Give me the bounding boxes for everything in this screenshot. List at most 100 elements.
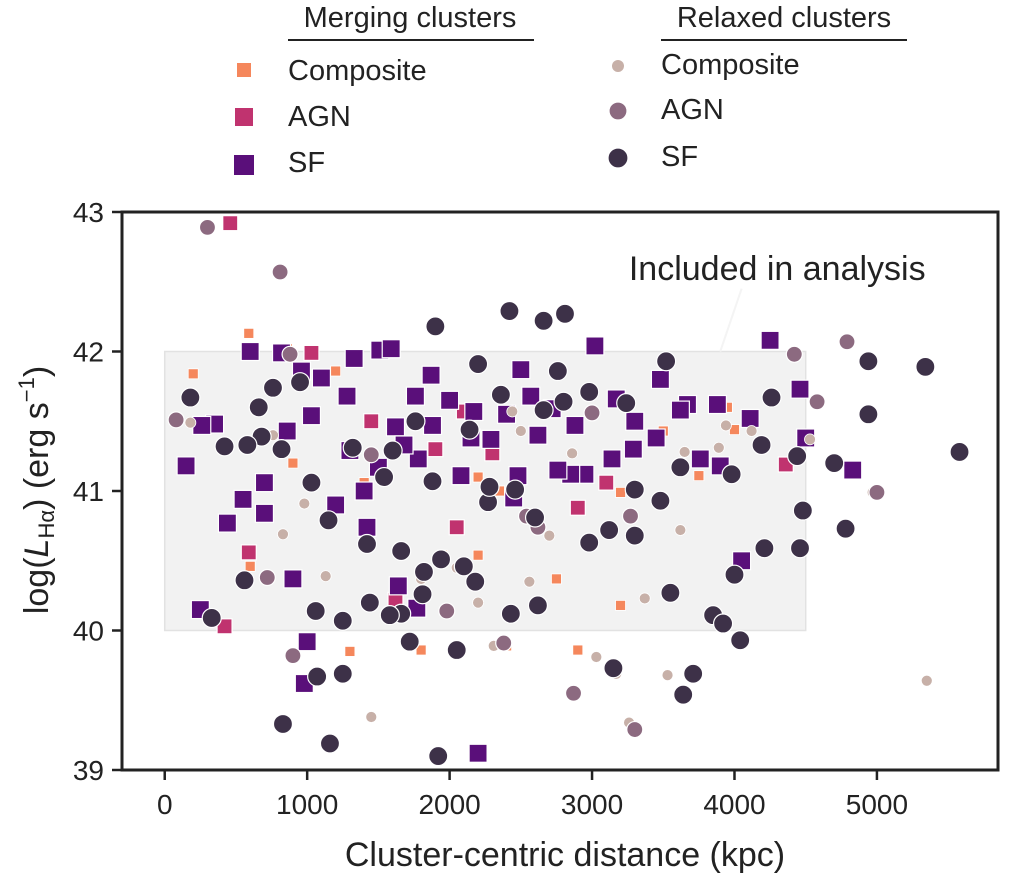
y-axis-label: log(LHα) (erg s−1) <box>14 366 59 614</box>
point-relaxed-sf <box>670 457 691 478</box>
point-relaxed-sf <box>824 453 845 474</box>
point-merging-composite <box>472 471 484 483</box>
y-tick-label: 43 <box>73 197 104 228</box>
point-merging-sf <box>623 439 643 459</box>
point-merging-sf <box>381 339 401 359</box>
point-relaxed-composite <box>523 575 536 588</box>
point-relaxed-sf <box>724 564 745 585</box>
point-merging-sf <box>528 425 548 445</box>
point-merging-sf <box>176 456 196 476</box>
point-merging-sf <box>233 489 253 509</box>
legend-relaxed-title: Relaxed clusters <box>677 2 891 34</box>
point-relaxed-sf <box>301 472 322 493</box>
point-merging-sf <box>422 415 443 436</box>
point-merging-sf <box>217 513 238 533</box>
point-relaxed-sf <box>412 584 433 605</box>
point-merging-sf <box>240 341 260 362</box>
y-tick-label: 42 <box>73 337 104 368</box>
point-merging-sf <box>565 415 585 436</box>
legend-merging-agn-marker <box>235 108 253 126</box>
x-tick-label: 1000 <box>276 789 338 820</box>
point-merging-composite <box>187 368 199 380</box>
point-relaxed-sf <box>430 549 452 570</box>
point-relaxed-sf <box>262 377 284 398</box>
point-merging-sf <box>385 417 406 437</box>
legend-relaxed-agn-label: AGN <box>661 94 724 126</box>
point-relaxed-composite <box>712 441 725 454</box>
legend-merging-agn-label: AGN <box>288 101 351 133</box>
point-relaxed-composite <box>506 405 519 418</box>
point-relaxed-sf <box>533 399 554 421</box>
point-merging-sf <box>451 466 471 486</box>
y-label-l: L <box>18 539 56 558</box>
point-relaxed-composite <box>920 674 933 687</box>
point-relaxed-sf <box>399 631 420 652</box>
point-relaxed-composite <box>543 529 556 542</box>
point-merging-agn <box>222 215 239 232</box>
point-relaxed-sf <box>459 419 480 440</box>
point-merging-sf <box>254 503 275 523</box>
point-relaxed-sf <box>356 533 378 555</box>
plot-area: Included in analysis 0 1000 2000 3000 4000 50… <box>73 197 1000 820</box>
point-relaxed-sf <box>319 733 341 754</box>
point-merging-sf <box>283 569 303 589</box>
point-relaxed-sf <box>599 519 620 541</box>
point-relaxed-agn <box>281 345 299 363</box>
y-label-exp: −1 <box>14 377 39 402</box>
point-relaxed-sf <box>422 471 443 492</box>
legend-merging-title: Merging clusters <box>304 2 517 34</box>
point-relaxed-sf <box>650 490 671 511</box>
point-merging-sf <box>548 460 568 480</box>
point-relaxed-sf <box>214 436 235 457</box>
point-relaxed-sf <box>792 500 813 521</box>
point-merging-sf <box>625 411 645 431</box>
point-relaxed-sf <box>248 397 269 418</box>
y-tick-label: 41 <box>73 476 104 507</box>
point-merging-sf <box>646 428 666 448</box>
point-merging-composite <box>330 365 342 377</box>
point-relaxed-composite <box>661 669 674 682</box>
point-relaxed-composite <box>804 433 816 446</box>
point-relaxed-composite <box>678 446 691 458</box>
x-tick-label: 0 <box>157 789 173 820</box>
legend-relaxed-composite-label: Composite <box>661 49 800 81</box>
legend-merging: Merging clusters Composite AGN SF <box>234 2 534 179</box>
point-merging-sf <box>388 576 408 596</box>
y-label-prefix: log( <box>18 557 56 614</box>
point-merging-sf <box>707 394 727 415</box>
point-relaxed-agn <box>583 404 601 422</box>
point-relaxed-sf <box>624 525 645 546</box>
point-relaxed-sf <box>465 571 486 592</box>
point-relaxed-sf <box>712 613 734 634</box>
point-merging-sf <box>690 449 710 469</box>
point-relaxed-agn <box>258 568 276 587</box>
point-relaxed-sf <box>751 434 772 456</box>
point-relaxed-sf <box>180 387 201 408</box>
point-merging-agn <box>303 344 320 361</box>
point-relaxed-sf <box>467 353 489 375</box>
data-points <box>167 215 970 767</box>
point-merging-sf <box>650 369 671 389</box>
point-relaxed-composite <box>277 528 289 541</box>
point-merging-composite <box>287 457 299 469</box>
point-relaxed-sf <box>382 440 403 461</box>
point-relaxed-sf <box>660 582 681 603</box>
legend-relaxed: Relaxed clusters Composite AGN SF <box>607 2 907 173</box>
point-relaxed-agn <box>626 720 644 739</box>
point-merging-agn <box>427 441 444 458</box>
point-relaxed-sf <box>915 356 936 377</box>
point-relaxed-sf <box>453 556 474 577</box>
point-merging-agn <box>363 413 380 430</box>
point-relaxed-sf <box>835 518 856 539</box>
legend-relaxed-agn-marker <box>608 101 628 121</box>
included-region-label: Included in analysis <box>629 250 926 288</box>
point-relaxed-sf <box>500 603 521 624</box>
point-merging-sf <box>585 336 605 356</box>
point-relaxed-sf <box>949 441 970 463</box>
point-merging-composite <box>615 486 626 498</box>
point-relaxed-sf <box>391 540 412 562</box>
point-relaxed-agn <box>868 483 886 501</box>
point-relaxed-agn <box>785 345 803 363</box>
point-relaxed-sf <box>428 745 449 767</box>
